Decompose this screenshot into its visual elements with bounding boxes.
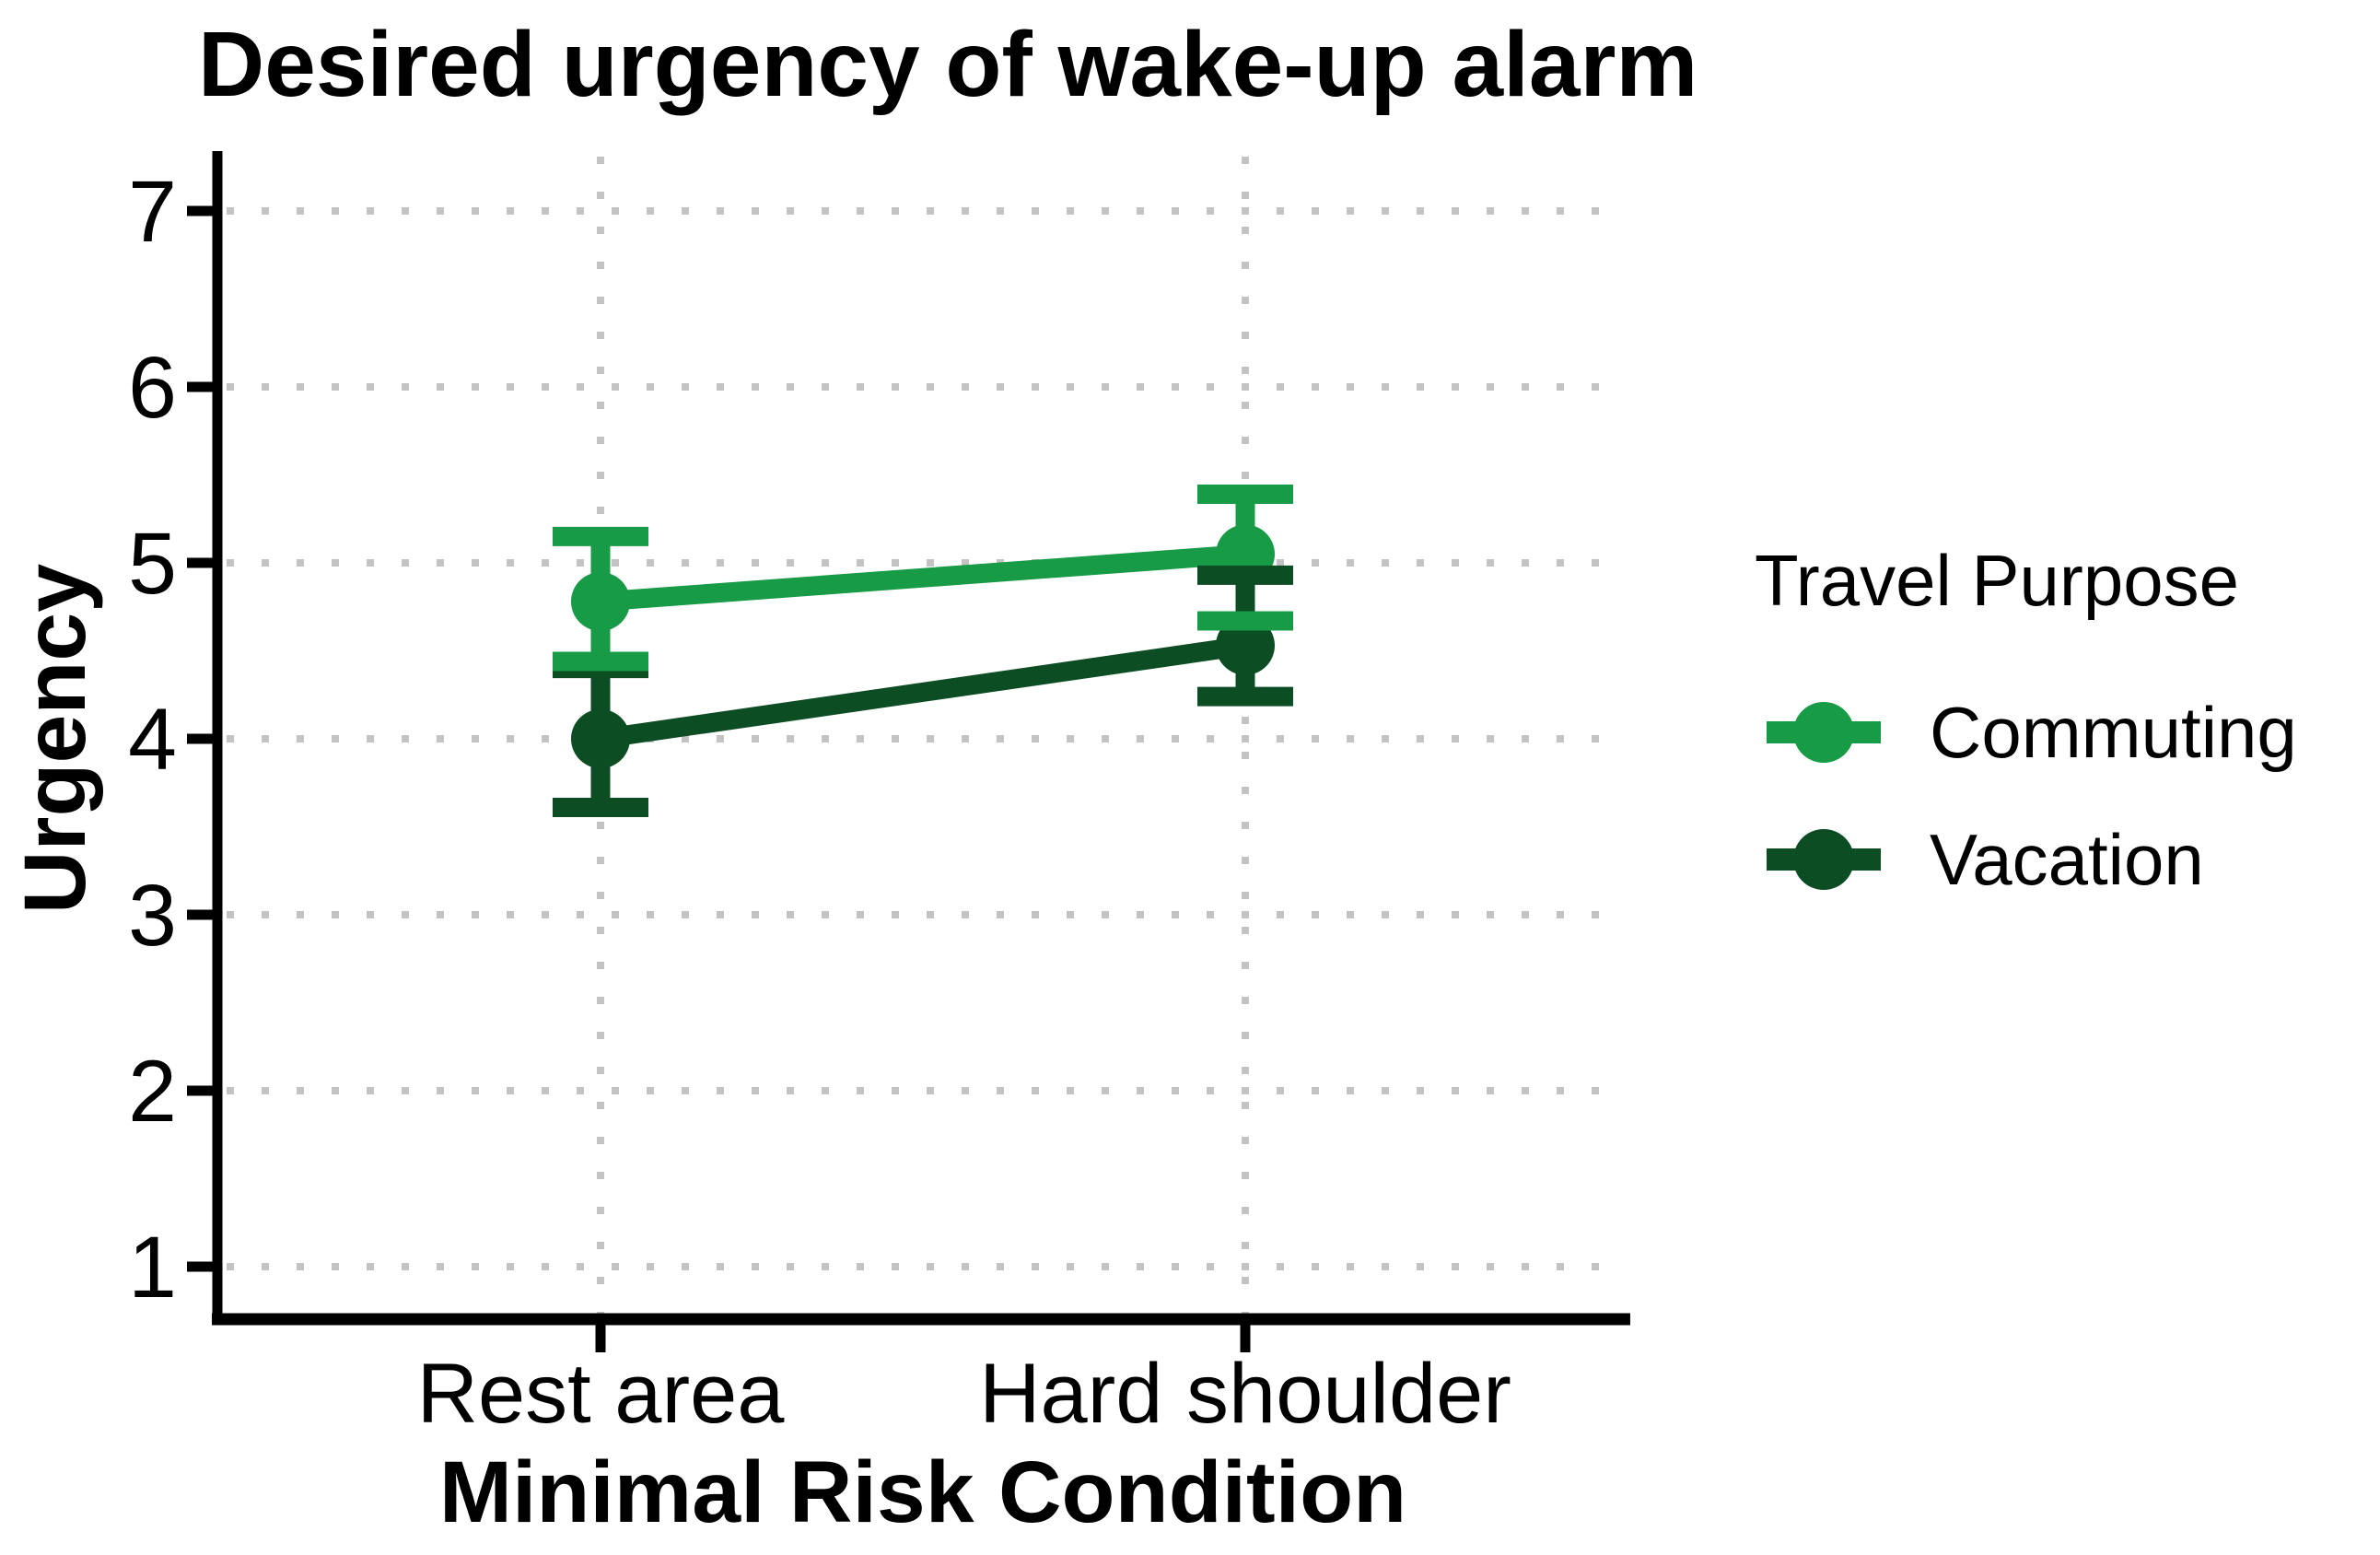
vacation-point-hard-shoulder (1216, 615, 1275, 675)
y-tick-label-7: 7 (128, 163, 177, 261)
x-tick-label-rest-area: Rest area (417, 1347, 786, 1441)
commuting-line (600, 544, 1246, 612)
y-tick-label-5: 5 (128, 515, 177, 613)
y-tick-label-4: 4 (128, 691, 177, 789)
y-axis-title: Urgency (6, 564, 104, 914)
y-tick-label-3: 3 (128, 867, 177, 965)
y-tick-label-2: 2 (128, 1043, 177, 1140)
legend-label-vacation: Vacation (1930, 819, 2204, 900)
legend-title: Travel Purpose (1755, 540, 2239, 621)
y-tick-label-6: 6 (128, 339, 177, 437)
commuting-legend-point-icon (1793, 702, 1854, 763)
vacation-point-rest-area (571, 709, 630, 768)
legend-label-commuting: Commuting (1930, 692, 2297, 773)
legend-item-commuting: Commuting (1767, 692, 2297, 773)
legend: Travel Purpose Commuting Vacation (1755, 540, 2297, 900)
commuting-point-rest-area (571, 572, 630, 632)
x-axis-title: Minimal Risk Condition (439, 1444, 1406, 1541)
plot-area: 1 2 3 4 5 6 7 Rest area Hard shoulder (128, 151, 1630, 1441)
vacation-legend-point-icon (1793, 829, 1854, 890)
vacation-line (599, 636, 1247, 749)
chart-title: Desired urgency of wake-up alarm (198, 13, 1698, 116)
x-tick-label-hard-shoulder: Hard shoulder (979, 1347, 1511, 1441)
legend-item-vacation: Vacation (1767, 819, 2204, 900)
y-tick-label-1: 1 (128, 1219, 177, 1316)
